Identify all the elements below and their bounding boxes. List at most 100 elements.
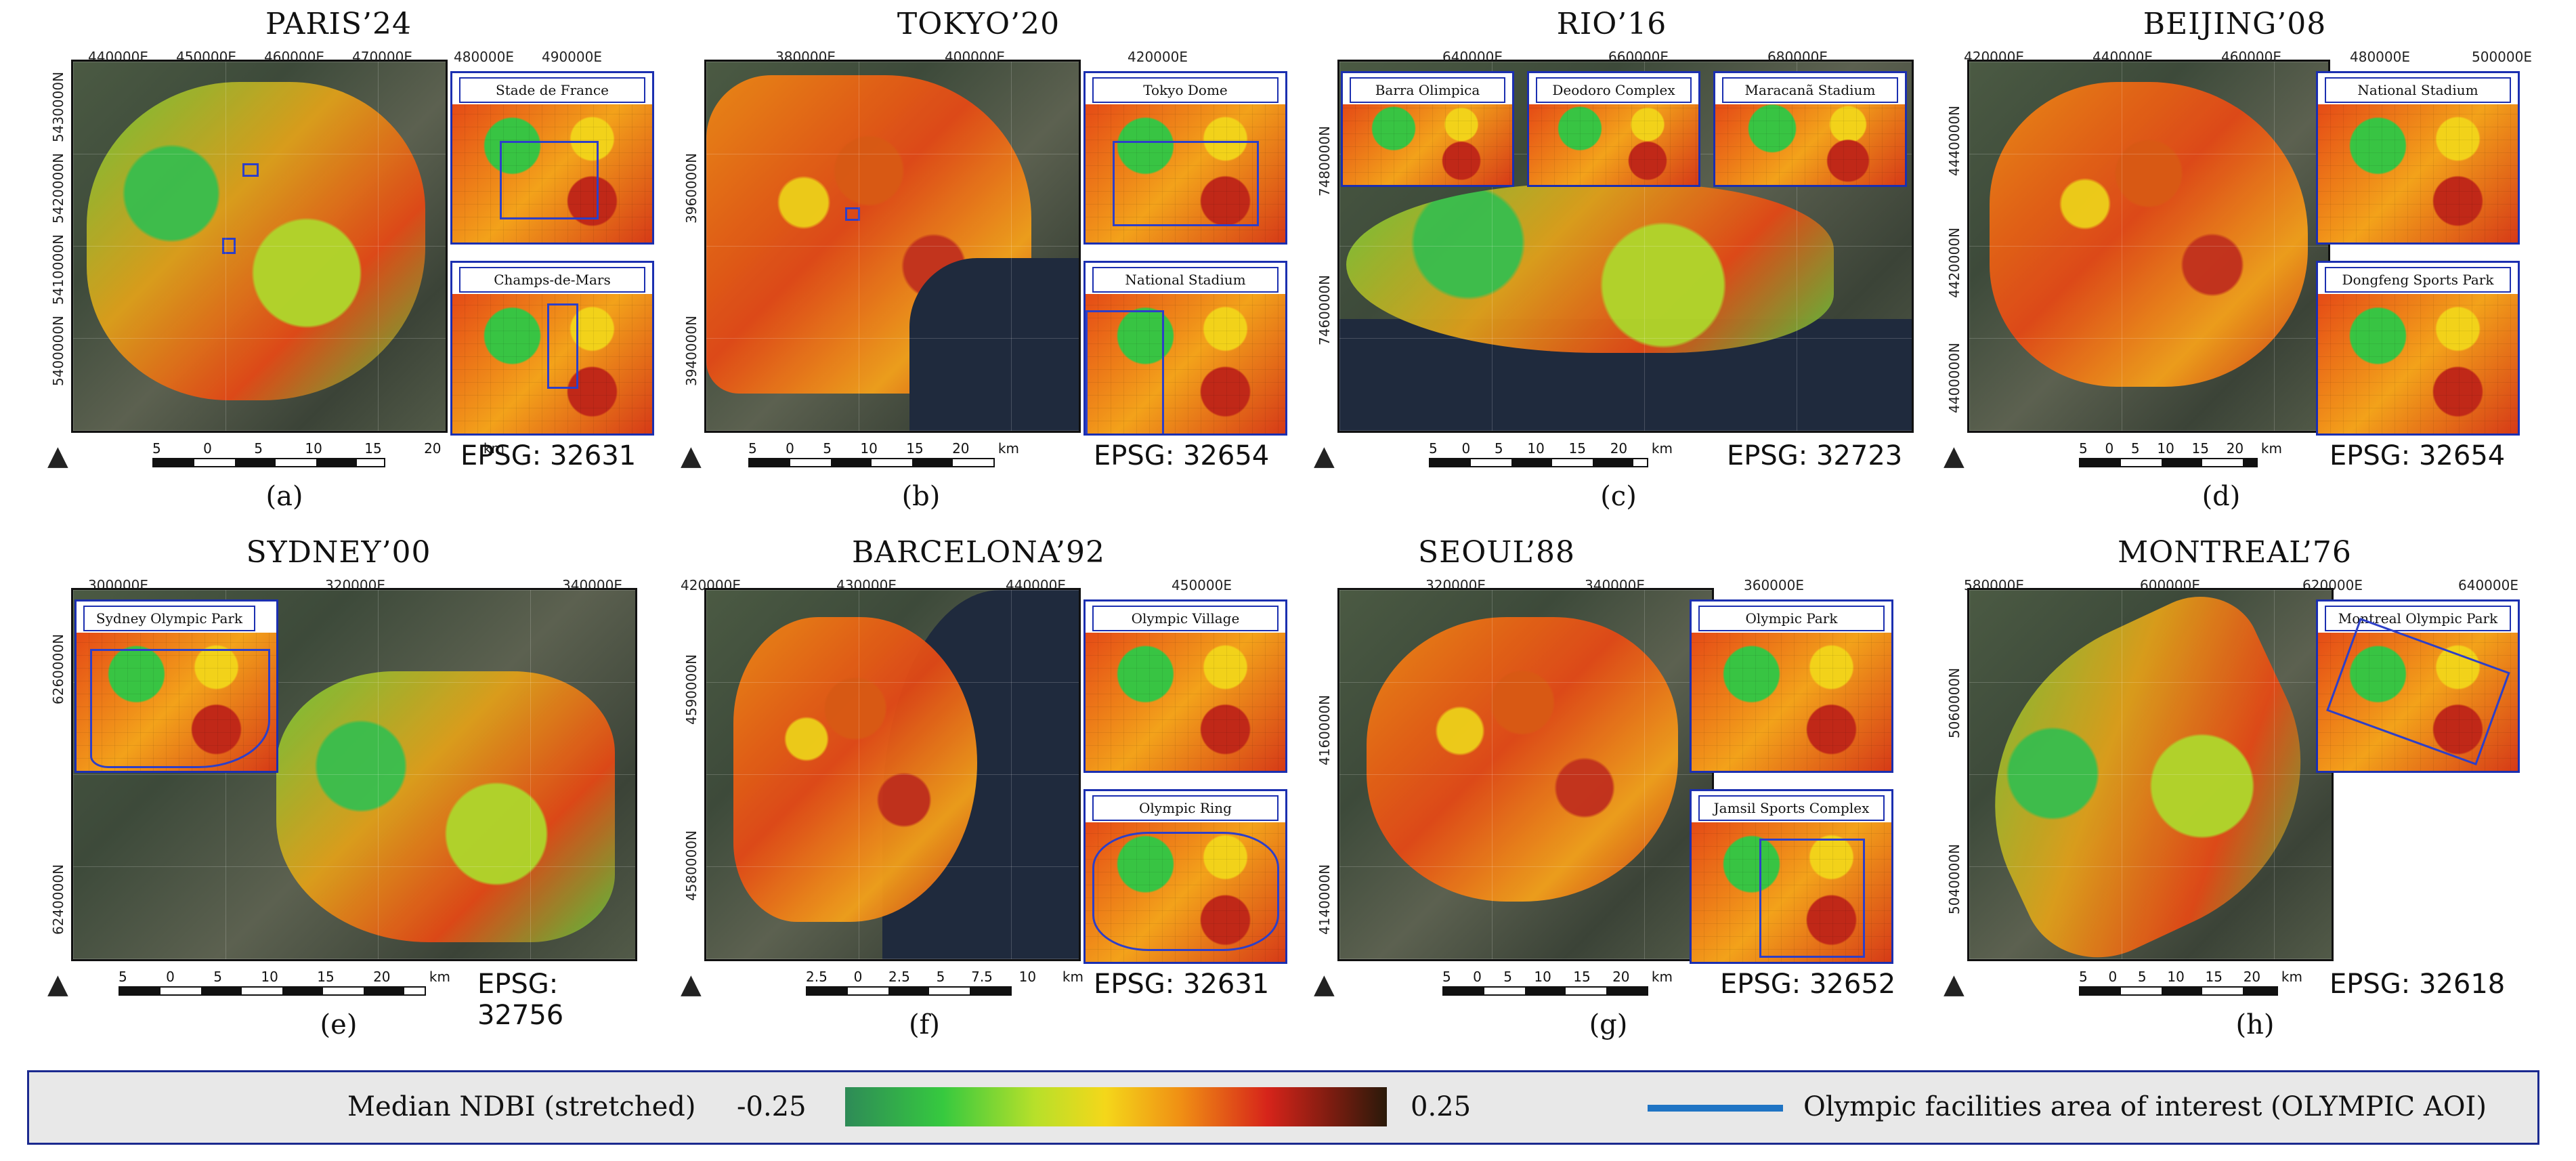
inset-map: Champs-de-Mars (450, 261, 654, 436)
y-tick: 5420000N (50, 152, 66, 224)
inset-map: National Stadium (2316, 71, 2520, 245)
legend-min-value: -0.25 (737, 1091, 807, 1122)
y-tick: 4420000N (1946, 227, 1962, 298)
aoi-outline (90, 649, 270, 768)
panel-title: PARIS’24 (265, 7, 412, 41)
inset-label: National Stadium (2325, 77, 2511, 103)
inset-map: Deodoro Complex (1527, 71, 1700, 187)
inset-raster (1086, 294, 1285, 434)
map-panel-sydney: SYDNEY’00 300000E 320000E 340000E 626000… (27, 535, 637, 1063)
y-tick: 4440000N (1946, 105, 1962, 176)
panel-caption: (b) (901, 481, 941, 512)
epsg-label: EPSG: 32723 (1727, 440, 1903, 471)
inset-raster (452, 104, 652, 242)
scale-label: 20 (952, 440, 970, 457)
scale-label: 15 (1568, 440, 1586, 457)
scale-label: 0 (853, 969, 863, 985)
y-tick: 5060000N (1946, 667, 1962, 738)
aoi-outline (1086, 310, 1164, 434)
scale-label: 15 (317, 969, 335, 985)
scale-bar-graphic (152, 458, 385, 467)
epsg-label: EPSG: 32654 (2330, 440, 2506, 471)
scale-label: 10 (2167, 969, 2185, 985)
panel-title: BARCELONA’92 (851, 535, 1106, 570)
scale-label: 5 (1503, 969, 1512, 985)
scale-bar: 5 0 5 10 15 20 km (152, 440, 505, 467)
inset-raster (1086, 104, 1285, 242)
inset-label: Dongfeng Sports Park (2325, 267, 2511, 293)
scale-label: 20 (373, 969, 391, 985)
aoi-outline (1759, 839, 1865, 958)
scale-bar-graphic (119, 986, 426, 996)
inset-map: Olympic Ring (1083, 789, 1287, 964)
scale-label: 0 (1473, 969, 1482, 985)
scale-label: 5 (936, 969, 945, 985)
panel-caption: (h) (2235, 1009, 2275, 1040)
ndbi-map (704, 588, 1081, 961)
scale-label: 5 (2137, 969, 2147, 985)
y-tick: 4140000N (1316, 864, 1333, 935)
scale-label: km (1651, 440, 1673, 457)
scale-bar-graphic (1442, 986, 1648, 996)
aoi-outline (242, 163, 259, 177)
scale-label: 5 (748, 440, 757, 457)
scale-label: 5 (119, 969, 127, 985)
inset-label: Tokyo Dome (1092, 77, 1279, 103)
north-arrow-icon: ▲ (1314, 969, 1335, 1000)
north-arrow-icon: ▲ (681, 969, 702, 1000)
map-panel-barcelona: BARCELONA’92 420000E 430000E 440000E 450… (660, 535, 1287, 1063)
panel-caption: (e) (320, 1009, 358, 1040)
scale-bar-graphic (2079, 458, 2258, 467)
y-tick: 4580000N (683, 830, 700, 901)
inset-map: Barra Olimpica (1341, 71, 1514, 187)
inset-raster (1715, 104, 1905, 185)
map-panel-paris: PARIS’24 440000E 450000E 460000E 470000E… (27, 7, 654, 535)
scale-label: km (997, 440, 1019, 457)
y-tick: 4400000N (1946, 342, 1962, 413)
inset-map: Tokyo Dome (1083, 71, 1287, 245)
scale-label: km (1651, 969, 1673, 985)
scale-bar: 5 0 5 10 15 20 km (2079, 440, 2431, 467)
inset-raster (1086, 633, 1285, 771)
y-tick: 7460000N (1316, 274, 1333, 345)
map-panel-tokyo: TOKYO’20 380000E 400000E 420000E 3960000… (660, 7, 1287, 535)
inset-label: Olympic Village (1092, 606, 1279, 631)
scale-label: 15 (906, 440, 924, 457)
y-tick: 3940000N (683, 315, 700, 386)
aoi-outline (1092, 832, 1279, 951)
north-arrow-icon: ▲ (47, 440, 68, 471)
panel-caption: (a) (265, 481, 303, 512)
scale-label: km (1062, 969, 1083, 985)
scale-bar-graphic (748, 458, 995, 467)
scale-label: 10 (261, 969, 278, 985)
scale-label: 0 (786, 440, 794, 457)
scale-label: 5 (254, 440, 263, 457)
north-arrow-icon: ▲ (47, 969, 68, 1000)
scale-label: 5 (152, 440, 161, 457)
north-arrow-icon: ▲ (1314, 440, 1335, 471)
scale-label: 20 (2243, 969, 2261, 985)
y-tick: 7480000N (1316, 125, 1333, 196)
scale-label: 0 (1461, 440, 1471, 457)
inset-label: National Stadium (1092, 267, 1279, 293)
x-tick: 450000E (1172, 577, 1232, 593)
city-raster (1367, 617, 1678, 902)
scale-label: 5 (1494, 440, 1503, 457)
panel-caption: (d) (2202, 481, 2241, 512)
legend-max-value: 0.25 (1411, 1091, 1472, 1122)
ndbi-map (71, 60, 448, 433)
scale-label: km (483, 440, 505, 457)
ndbi-map (1967, 60, 2330, 433)
scale-label: 0 (2105, 440, 2114, 457)
aoi-outline (845, 207, 860, 221)
inset-raster (1692, 822, 1891, 962)
inset-label: Maracanã Stadium (1722, 77, 1898, 103)
city-raster (87, 82, 425, 400)
inset-map: Olympic Park (1690, 599, 1893, 773)
city-raster (1990, 82, 2308, 387)
inset-label: Deodoro Complex (1536, 77, 1692, 103)
y-tick: 3960000N (683, 152, 700, 224)
x-tick: 500000E (2472, 49, 2532, 65)
scale-label: 20 (2226, 440, 2244, 457)
y-tick: 6240000N (50, 864, 66, 935)
